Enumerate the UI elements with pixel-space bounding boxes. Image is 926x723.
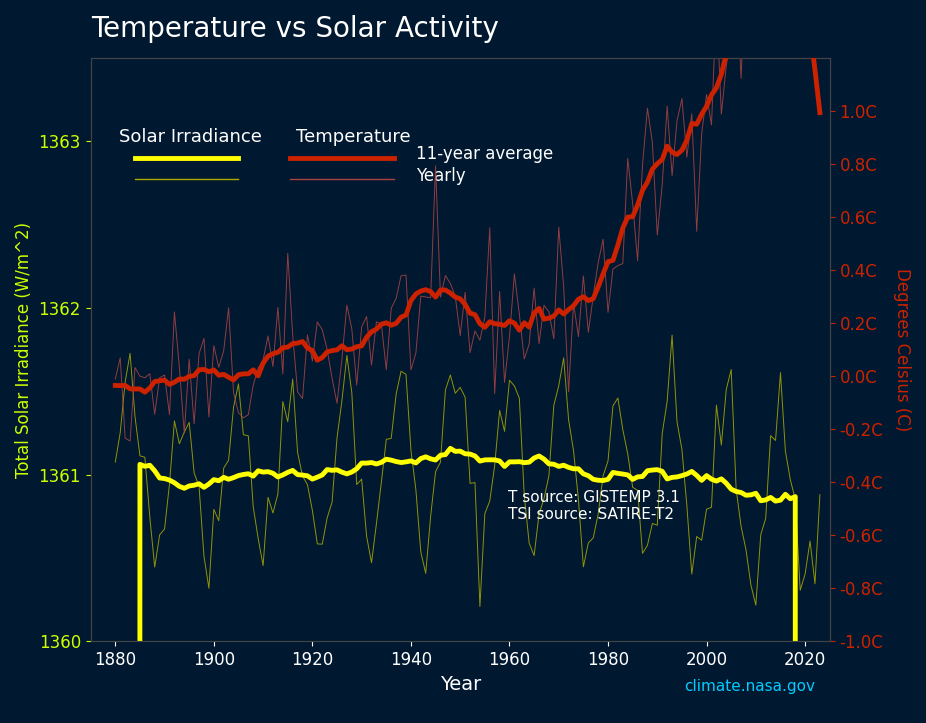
Text: Temperature vs Solar Activity: Temperature vs Solar Activity [91,15,498,43]
Text: Temperature: Temperature [295,128,410,146]
Text: Yearly: Yearly [416,167,466,184]
Y-axis label: Degrees Celsius (C): Degrees Celsius (C) [893,268,911,431]
Y-axis label: Total Solar Irradiance (W/m^2): Total Solar Irradiance (W/m^2) [15,221,33,478]
X-axis label: Year: Year [440,675,481,693]
Text: T source: GISTEMP 3.1
TSI source: SATIRE-T2: T source: GISTEMP 3.1 TSI source: SATIRE… [508,489,680,522]
Text: Solar Irradiance: Solar Irradiance [119,128,262,146]
Text: 11-year average: 11-year average [416,145,553,163]
Text: climate.nasa.gov: climate.nasa.gov [684,679,815,694]
